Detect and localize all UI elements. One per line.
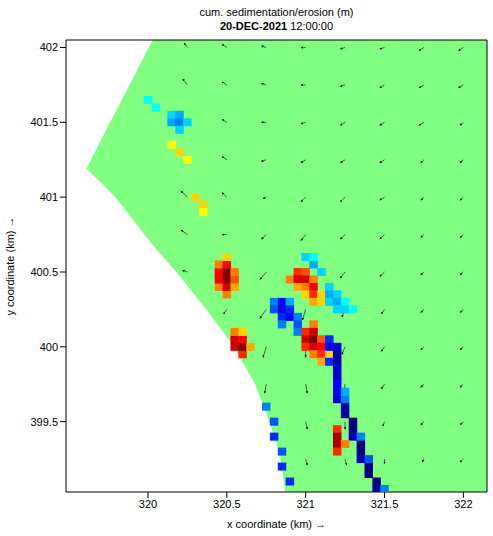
svg-text:x coordinate (km) →: x coordinate (km) → xyxy=(227,518,326,530)
svg-text:y coordinate (km) →: y coordinate (km) → xyxy=(4,216,16,315)
html-text:cum. sedimentation/erosion (m): cum. sedimentation/erosion (m) xyxy=(199,6,354,18)
svg-text:322: 322 xyxy=(454,498,472,510)
svg-text:321.5: 321.5 xyxy=(371,498,399,510)
html-text:20-DEC-2021 12:00:00: 20-DEC-2021 12:00:00 xyxy=(219,20,334,32)
svg-text:400: 400 xyxy=(40,341,58,353)
svg-text:401.5: 401.5 xyxy=(30,116,58,128)
svg-text:402: 402 xyxy=(40,41,58,53)
svg-text:400.5: 400.5 xyxy=(30,266,58,278)
svg-text:320.5: 320.5 xyxy=(213,498,241,510)
svg-text:321: 321 xyxy=(296,498,314,510)
svg-text:401: 401 xyxy=(40,191,58,203)
svg-text:320: 320 xyxy=(139,498,157,510)
svg-text:399.5: 399.5 xyxy=(30,416,58,428)
